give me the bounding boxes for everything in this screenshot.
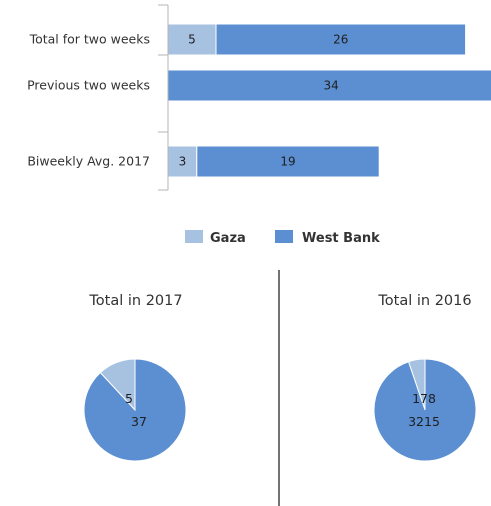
pie-slice-west-bank [83,358,187,462]
pie-value-label-west-bank: 3215 [408,414,440,429]
pie-slice-west-bank [373,358,477,462]
bar-west-bank-previous-two-weeks [167,69,491,102]
category-label-total-for-two-weeks: Total for two weeks [29,32,150,47]
bars: 526034319 [167,23,491,178]
category-label-biweekly-avg-2017: Biweekly Avg. 2017 [27,154,150,169]
bar-value-label-gaza-total-for-two-weeks: 5 [188,33,196,47]
legend-label-west-bank: West Bank [302,231,380,246]
pie-value-label-west-bank: 37 [131,414,147,429]
pie-value-label-gaza: 5 [125,391,133,406]
bar-value-label-west-bank-total-for-two-weeks: 26 [333,33,348,47]
category-axis [158,4,169,191]
bar-west-bank-biweekly-avg-2017 [196,145,380,178]
category-label-previous-two-weeks: Previous two weeks [27,78,150,93]
pie-chart-2017: Total in 2017 5 37 [83,293,187,462]
bar-west-bank-total-for-two-weeks [215,23,467,56]
pie-chart-2016: Total in 2016 178 3215 [373,293,477,462]
pie-value-label-gaza: 178 [412,391,436,406]
legend: Gaza West Bank [185,230,380,246]
legend-swatch-gaza [185,230,203,243]
category-labels: Total for two weeks Previous two weeks Biw… [27,32,150,169]
legend-swatch-west-bank [275,230,293,243]
legend-label-gaza: Gaza [210,231,246,246]
pie-title-2016: Total in 2016 [377,293,471,309]
bar-value-label-west-bank-biweekly-avg-2017: 19 [280,155,295,169]
bar-value-label-gaza-biweekly-avg-2017: 3 [179,155,187,169]
pie-title-2017: Total in 2017 [88,293,182,309]
bar-value-label-west-bank-previous-two-weeks: 34 [324,79,339,93]
